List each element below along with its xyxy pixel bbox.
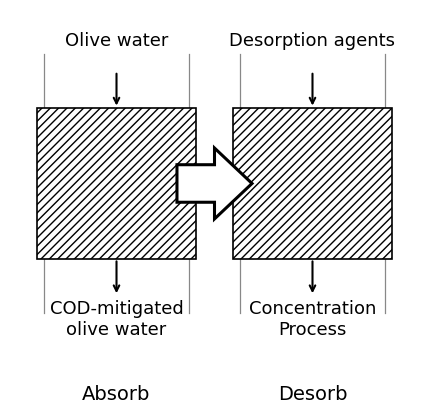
Text: Olive water: Olive water [65,32,168,50]
Text: Desorption agents: Desorption agents [230,32,396,50]
Text: Concentration
Process: Concentration Process [249,300,376,339]
Bar [233,108,392,259]
Text: Desorb: Desorb [278,384,347,404]
Text: Absorb: Absorb [82,384,151,404]
Bar [37,108,196,259]
Polygon shape [177,148,252,219]
Text: COD-mitigated
olive water: COD-mitigated olive water [50,300,183,339]
